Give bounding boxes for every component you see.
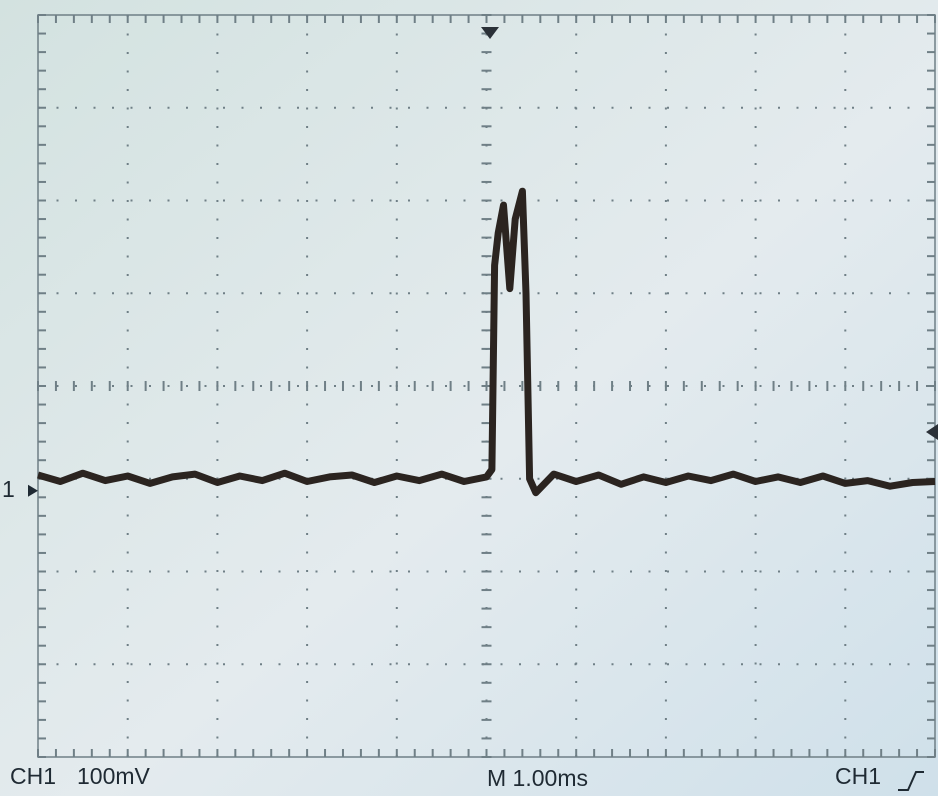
time-per-div: M 1.00ms	[487, 765, 588, 791]
scope-screen: CH1 100mV M 1.00ms CH1 1	[0, 0, 938, 796]
screen-background	[0, 0, 938, 796]
channel-label: CH1	[10, 763, 56, 789]
volts-per-div: 100mV	[77, 763, 151, 789]
trigger-source: CH1	[835, 763, 881, 789]
ground-marker-label: 1	[2, 476, 15, 502]
